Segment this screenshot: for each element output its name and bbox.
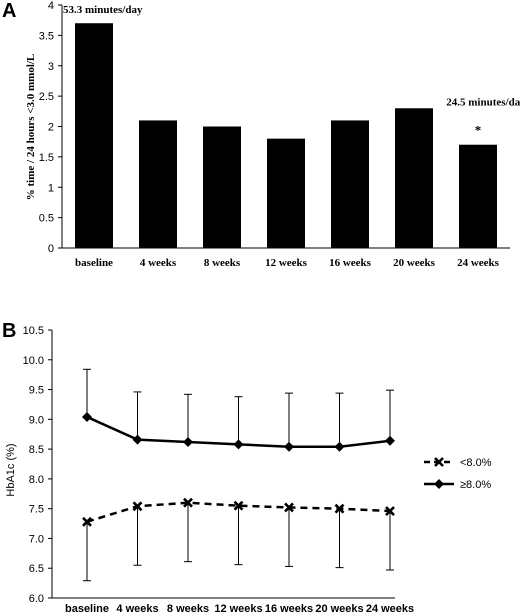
panel-a-bar (331, 120, 369, 248)
panel-b-y-axis-label: HbA1c (%) (5, 443, 17, 496)
panel-a-y-tick-label: 2.5 (39, 91, 54, 103)
panel-a-x-tick-labels: baseline 4 weeks 8 weeks 12 weeks 16 weeks 20… (75, 257, 500, 269)
panel-a-bar (395, 108, 433, 249)
legend-marker-diamond (434, 479, 444, 489)
panel-b-error-bars (83, 368, 394, 582)
legend-marker-x (434, 457, 444, 467)
panel-b-y-tick-label: 10.0 (23, 355, 44, 367)
panel-a-annotation: 53.3 minutes/day (63, 4, 143, 16)
panel-a-y-axis-label: % time / 24 hours <3.0 mmol/L (25, 54, 37, 201)
panel-a-bar (75, 23, 113, 248)
panel-a-y-tick-label: 1 (48, 182, 54, 194)
panel-a-annotation: 24.5 minutes/day (446, 97, 520, 109)
panel-b-y-tick-label: 9.5 (29, 385, 44, 397)
panel-a-y-tick-label: 3.5 (39, 30, 54, 42)
panel-a: A % time / 24 hours <3.0 mmol/L 0 0.5 1 1.5… (2, 0, 520, 269)
panel-b-y-ticks: 6.0 6.5 7.0 7.5 8.0 8.5 9.0 9.5 10.0 10.5 (23, 325, 52, 605)
panel-b-x-tick-label: 20 weeks (315, 603, 363, 615)
panel-a-y-tick-label: 3 (48, 61, 54, 73)
panel-a-bars (75, 23, 497, 249)
panel-a-y-tick-label: 2 (48, 122, 54, 134)
panel-b-marker-x (132, 501, 143, 512)
panel-b-x-tick-label: 8 weeks (167, 603, 209, 615)
panel-b-marker-x (385, 506, 395, 516)
panel-b-marker-x (82, 516, 92, 527)
panel-a-bar (139, 120, 177, 248)
panel-b-y-tick-label: 9.0 (29, 414, 44, 426)
panel-b-marker-diamond (132, 434, 143, 445)
panel-a-x-tick-label: 20 weeks (393, 257, 436, 269)
panel-a-x-tick-label: 16 weeks (329, 257, 372, 269)
panel-a-x-tick-label: 8 weeks (204, 257, 241, 269)
panel-b-marker-diamond (385, 435, 395, 446)
panel-b-x-tick-label: 12 weeks (214, 603, 262, 615)
panel-b-y-tick-label: 10.5 (23, 325, 44, 337)
panel-a-x-tick-label: 12 weeks (265, 257, 308, 269)
panel-b-x-tick-label: 16 weeks (265, 603, 313, 615)
panel-a-y-tick-label: 1.5 (39, 152, 54, 164)
panel-b-marker-x (334, 503, 345, 514)
panel-a-label: A (2, 0, 16, 22)
panel-a-y-tick-label: 4 (48, 0, 54, 12)
legend-label: ≥8.0% (460, 479, 491, 491)
panel-a-y-tick-label: 0 (48, 243, 54, 255)
panel-b-y-tick-label: 8.5 (29, 444, 44, 456)
panel-b-x-tick-label: 4 weeks (116, 603, 158, 615)
panel-a-bar (267, 138, 305, 248)
panel-a-significance-marker: * (475, 123, 482, 138)
panel-a-annotations: 53.3 minutes/day 24.5 minutes/day * (63, 4, 520, 138)
panel-b-marker-x (233, 500, 244, 511)
panel-a-x-tick-label: baseline (75, 257, 113, 269)
panel-b-marker-diamond (183, 436, 193, 447)
panel-b-marker-diamond (82, 411, 92, 422)
panel-b-y-tick-label: 7.0 (29, 533, 44, 545)
panel-b-axes (51, 330, 395, 599)
panel-b-label: B (2, 320, 16, 342)
panel-b-x-tick-label: 24 weeks (366, 603, 414, 615)
panel-b-marker-diamond (284, 441, 294, 452)
panel-b: B HbA1c (%) 6.0 6.5 7.0 7.5 8.0 8.5 9.0 9.5 10.0… (2, 320, 492, 615)
panel-b-x-tick-labels: baseline 4 weeks 8 weeks 12 weeks 16 weeks 20… (65, 603, 414, 615)
panel-b-legend: <8.0% ≥8.0% (424, 457, 492, 491)
panel-b-marker-x (284, 502, 294, 513)
panel-a-x-tick-label: 4 weeks (140, 257, 177, 269)
panel-b-y-tick-label: 7.5 (29, 504, 44, 516)
panel-b-marker-diamond (233, 439, 244, 450)
panel-a-y-ticks: 0 0.5 1 1.5 2 2.5 3 3.5 4 (39, 0, 62, 255)
panel-a-bar (203, 126, 241, 248)
panel-b-y-tick-label: 8.0 (29, 474, 44, 486)
panel-b-marker-x (183, 497, 193, 508)
panel-b-markers (82, 411, 395, 527)
panel-b-y-tick-label: 6.5 (29, 563, 44, 575)
panel-a-y-tick-label: 0.5 (39, 213, 54, 225)
panel-b-y-tick-label: 6.0 (29, 593, 44, 605)
panel-a-x-tick-label: 24 weeks (457, 257, 500, 269)
panel-a-bar (459, 144, 497, 248)
legend-label: <8.0% (460, 457, 492, 469)
panel-b-marker-diamond (334, 441, 345, 452)
panel-b-x-tick-label: baseline (65, 603, 109, 615)
